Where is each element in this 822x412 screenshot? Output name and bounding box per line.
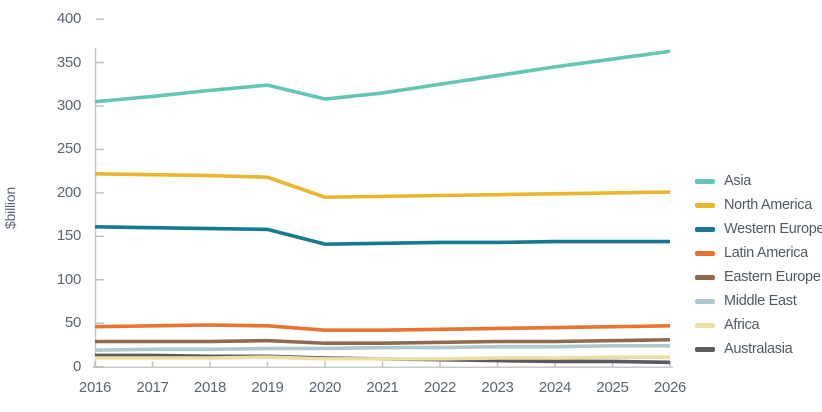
legend-label: Eastern Europe [724, 269, 821, 285]
x-tick-label: 2016 [78, 379, 112, 396]
x-tick-label: 2021 [366, 379, 399, 396]
x-tick-label: 2023 [481, 379, 514, 396]
x-tick-label: 2026 [653, 379, 687, 396]
legend-label: Asia [724, 173, 752, 189]
y-tick-label: 400 [56, 10, 81, 28]
line-latin-america [94, 323, 671, 333]
legend-item-australasia: Australasia [695, 340, 822, 358]
legend-swatch-icon [695, 274, 715, 280]
y-axis-title: $billion [2, 187, 18, 229]
legend-item-latin-america: Latin America [695, 244, 822, 262]
legend: Asia North America Western Europe Latin Ame… [695, 172, 822, 358]
y-tick-label: 250 [56, 140, 81, 158]
legend-item-africa: Africa [695, 316, 822, 334]
legend-item-north-america: North America [695, 196, 822, 214]
legend-swatch-icon [695, 346, 715, 352]
y-tick-label: 300 [56, 97, 81, 114]
legend-label: Africa [724, 317, 760, 333]
x-tick-label: 2017 [136, 379, 169, 396]
legend-swatch-icon [695, 226, 715, 232]
y-axis-tick-labels: 0 50 100 150 200 250 300 350 400 [0, 0, 81, 412]
legend-label: Western Europe [724, 221, 822, 237]
x-tick-label: 2019 [251, 379, 284, 396]
line-western-europe [94, 224, 670, 246]
y-tick-label: 200 [56, 183, 81, 201]
legend-swatch-icon [695, 298, 715, 304]
legend-swatch-icon [695, 250, 715, 256]
x-tick-label: 2024 [538, 379, 572, 396]
line-asia [94, 49, 671, 104]
legend-label: Middle East [724, 293, 797, 309]
legend-item-eastern-europe: Eastern Europe [695, 268, 822, 286]
x-tick-label: 2020 [308, 379, 342, 396]
legend-label: North America [724, 197, 812, 213]
y-tick-label: 100 [56, 270, 81, 288]
line-middle-east [94, 344, 670, 352]
y-tick-label: 50 [64, 314, 81, 332]
x-tick-label: 2025 [596, 379, 629, 396]
legend-item-middle-east: Middle East [695, 292, 822, 310]
line-eastern-europe [95, 337, 671, 346]
y-tick-label: 150 [56, 227, 81, 245]
line-africa [95, 355, 670, 361]
legend-label: Australasia [724, 341, 793, 357]
legend-item-asia: Asia [695, 172, 822, 190]
legend-swatch-icon [695, 202, 715, 208]
y-tick-label: 350 [56, 53, 81, 71]
legend-item-western-europe: Western Europe [695, 220, 822, 238]
legend-swatch-icon [695, 322, 715, 328]
x-tick-label: 2022 [423, 379, 457, 396]
x-tick-label: 2018 [193, 379, 227, 396]
line-north-america [94, 171, 671, 200]
legend-swatch-icon [695, 178, 715, 184]
legend-label: Latin America [724, 245, 808, 261]
y-tick-label: 0 [72, 357, 81, 375]
